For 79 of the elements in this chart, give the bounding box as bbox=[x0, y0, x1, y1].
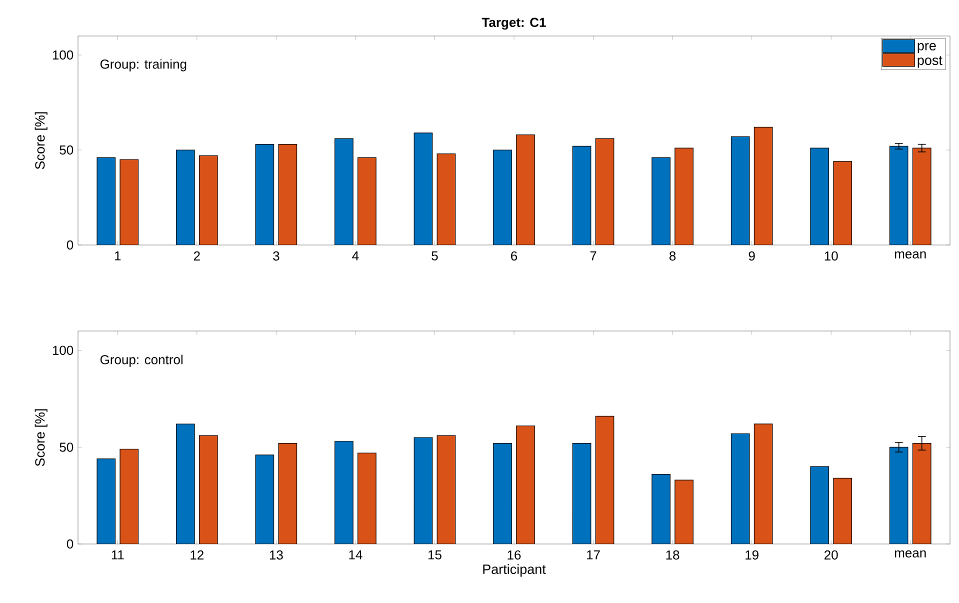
x-tick-label: 19 bbox=[746, 550, 758, 560]
bar bbox=[334, 441, 354, 544]
legend-label: pre bbox=[918, 43, 936, 54]
x-tick-label: 6 bbox=[511, 251, 518, 261]
x-tick-label: 17 bbox=[587, 550, 600, 560]
bar bbox=[730, 433, 750, 544]
bar bbox=[414, 437, 433, 544]
bar bbox=[595, 138, 614, 245]
bar bbox=[414, 132, 433, 245]
x-tick-label: 20 bbox=[824, 550, 838, 560]
x-tick-label: 9 bbox=[748, 251, 755, 261]
bar bbox=[493, 443, 512, 544]
x-tick-label: 7 bbox=[590, 251, 596, 260]
bar bbox=[833, 161, 852, 245]
y-tick-label: 0 bbox=[66, 539, 74, 549]
bar bbox=[358, 452, 376, 544]
bar bbox=[730, 136, 750, 245]
bar bbox=[652, 157, 670, 245]
x-tick-label: mean bbox=[894, 251, 926, 258]
bar bbox=[278, 443, 298, 544]
x-axis-title: Participant bbox=[483, 564, 546, 577]
x-tick-label: 1 bbox=[115, 251, 121, 260]
y-tick-label: 50 bbox=[60, 145, 74, 155]
bar bbox=[595, 416, 614, 544]
x-tick-label: 3 bbox=[273, 251, 280, 261]
x-tick-label: 5 bbox=[432, 251, 438, 260]
bar bbox=[754, 126, 773, 245]
y-tick-label: 0 bbox=[66, 240, 74, 250]
x-tick-label: 16 bbox=[508, 550, 521, 560]
x-tick-label: 13 bbox=[270, 550, 283, 560]
y-axis-title: Score [%] bbox=[34, 409, 48, 466]
x-tick-label: 12 bbox=[190, 550, 204, 560]
legend-label: post bbox=[918, 56, 942, 68]
bar bbox=[674, 480, 694, 544]
chart-title: Target: C1 bbox=[482, 18, 546, 30]
x-tick-label: 18 bbox=[666, 550, 680, 560]
x-tick-label: 8 bbox=[670, 251, 676, 261]
bar bbox=[810, 148, 830, 245]
x-tick-label: 15 bbox=[428, 550, 442, 560]
bar bbox=[572, 443, 592, 544]
bar bbox=[436, 435, 456, 544]
x-tick-label: mean bbox=[894, 550, 926, 558]
bar bbox=[754, 424, 773, 544]
bar bbox=[96, 157, 116, 245]
bar bbox=[674, 148, 694, 245]
bar bbox=[516, 426, 535, 544]
annotation: Group: training bbox=[100, 59, 186, 72]
bar bbox=[652, 474, 670, 544]
bar bbox=[889, 446, 908, 544]
bar bbox=[493, 150, 512, 245]
bar bbox=[334, 138, 354, 245]
bar bbox=[198, 155, 218, 245]
bar bbox=[176, 424, 195, 544]
x-tick-label: 4 bbox=[352, 251, 359, 260]
bar bbox=[198, 435, 218, 544]
bar bbox=[436, 153, 456, 245]
y-tick-label: 100 bbox=[52, 50, 74, 60]
x-tick-label: 10 bbox=[824, 251, 838, 261]
bar bbox=[358, 157, 376, 245]
bar bbox=[176, 150, 195, 245]
bar bbox=[120, 159, 139, 245]
bar bbox=[912, 148, 932, 245]
bar bbox=[516, 134, 535, 245]
bar bbox=[889, 146, 908, 245]
bar bbox=[255, 454, 274, 544]
bar bbox=[96, 458, 116, 544]
y-tick-label: 100 bbox=[52, 346, 74, 355]
bar bbox=[833, 478, 852, 544]
bar bbox=[572, 146, 592, 245]
x-tick-label: 14 bbox=[349, 550, 362, 560]
x-tick-label: 11 bbox=[112, 550, 124, 560]
bar bbox=[120, 448, 139, 544]
bar bbox=[255, 144, 274, 245]
y-axis-title: Score [%] bbox=[34, 112, 48, 170]
x-tick-label: 2 bbox=[194, 251, 200, 260]
y-tick-label: 50 bbox=[60, 442, 74, 452]
bar bbox=[810, 466, 830, 544]
annotation: Group: control bbox=[100, 354, 183, 367]
bar bbox=[278, 144, 298, 245]
